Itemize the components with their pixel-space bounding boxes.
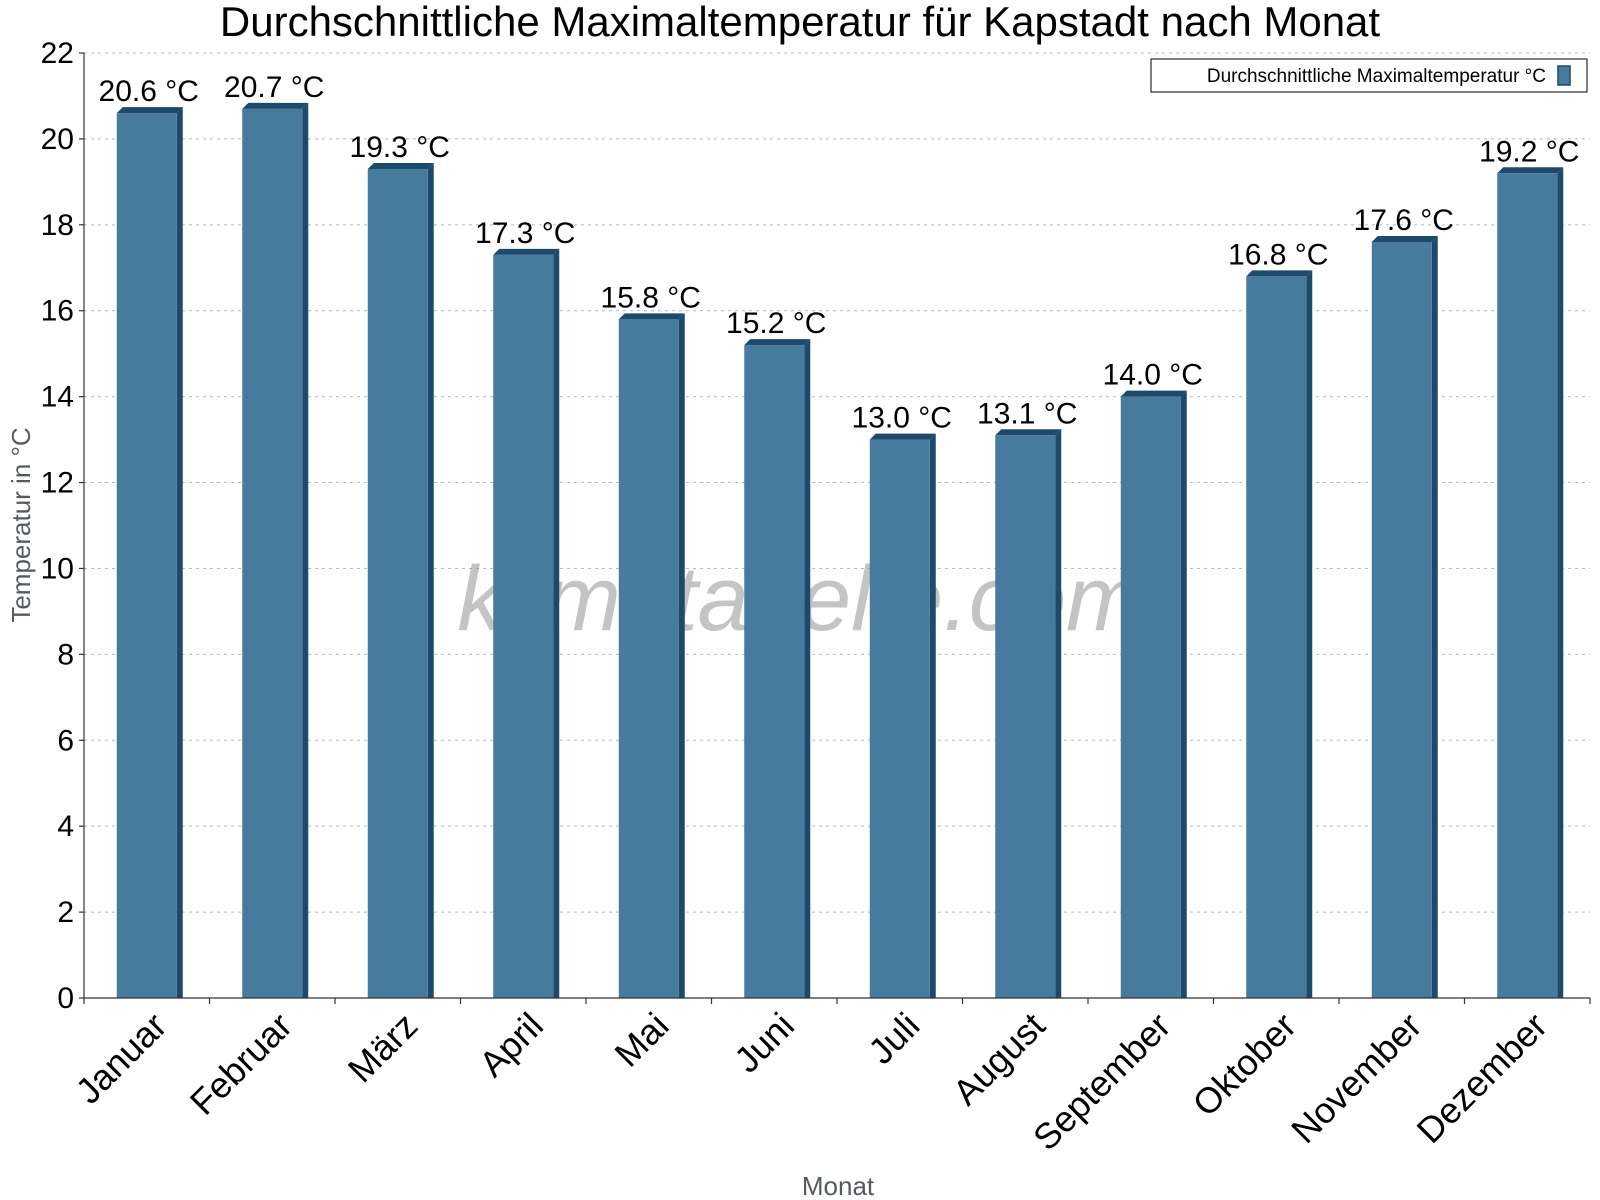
bar bbox=[1120, 396, 1181, 998]
y-tick-label: 18 bbox=[41, 209, 74, 242]
data-label: 19.2 °C bbox=[1479, 135, 1579, 168]
legend-swatch bbox=[1557, 65, 1571, 86]
y-axis-title: Temperatur in °C bbox=[6, 427, 36, 622]
bar-top bbox=[242, 102, 309, 109]
data-label: 16.8 °C bbox=[1228, 238, 1328, 271]
data-label: 19.3 °C bbox=[350, 131, 450, 164]
bar bbox=[1246, 276, 1307, 998]
x-tick-label: März bbox=[340, 1005, 426, 1091]
data-label: 13.0 °C bbox=[852, 402, 952, 435]
data-label: 15.8 °C bbox=[601, 281, 701, 314]
bar-top bbox=[493, 248, 560, 255]
y-tick-label: 10 bbox=[41, 552, 74, 585]
x-tick-label: Oktober bbox=[1184, 1005, 1304, 1125]
x-tick-label: August bbox=[945, 1005, 1053, 1113]
x-tick-labels: Januar Februar März April Mai Juni Juli AugustS… bbox=[68, 1005, 1555, 1159]
x-tick-label: September bbox=[1025, 1005, 1179, 1159]
bar bbox=[242, 108, 303, 998]
data-label: 20.6 °C bbox=[99, 75, 199, 108]
data-label: 17.3 °C bbox=[475, 217, 575, 250]
x-tick-label: Februar bbox=[182, 1005, 300, 1123]
bar-side bbox=[1557, 167, 1564, 999]
y-tick-label: 20 bbox=[41, 123, 74, 156]
bar bbox=[618, 319, 679, 998]
x-tick-label: November bbox=[1283, 1005, 1429, 1151]
bar-top bbox=[1497, 167, 1564, 174]
x-tick-label: Mai bbox=[606, 1005, 676, 1075]
bar-top bbox=[1371, 236, 1438, 242]
y-tick-label: 12 bbox=[41, 467, 74, 500]
data-label: 15.2 °C bbox=[726, 307, 826, 340]
y-tick-label: 0 bbox=[57, 982, 74, 1015]
x-axis-title: Monat bbox=[802, 1171, 875, 1200]
bar-top bbox=[116, 107, 183, 114]
data-label: 17.6 °C bbox=[1354, 204, 1454, 237]
bar-top bbox=[1120, 390, 1187, 397]
y-tick-label: 4 bbox=[57, 810, 74, 843]
bar-side bbox=[1180, 390, 1187, 998]
bars bbox=[116, 102, 1564, 999]
bar bbox=[744, 345, 805, 998]
bar bbox=[367, 168, 428, 998]
bar-top bbox=[367, 162, 434, 169]
x-tick-label: Dezember bbox=[1408, 1005, 1554, 1151]
bar-side bbox=[427, 162, 434, 998]
bar-top bbox=[995, 429, 1062, 436]
y-tick-label: 16 bbox=[41, 295, 74, 328]
bar bbox=[1371, 242, 1432, 998]
data-label: 13.1 °C bbox=[977, 397, 1077, 430]
bar bbox=[493, 254, 554, 999]
grid-lines bbox=[84, 52, 1590, 913]
bar bbox=[869, 439, 930, 998]
chart-title: Durchschnittliche Maximaltemperatur für … bbox=[220, 0, 1381, 45]
y-tick-label: 6 bbox=[57, 724, 74, 757]
bar-side bbox=[929, 433, 936, 998]
bar-side bbox=[1431, 236, 1438, 998]
y-tick-label: 8 bbox=[57, 638, 74, 671]
bar bbox=[1497, 173, 1558, 999]
bar bbox=[116, 113, 177, 999]
bar-side bbox=[553, 248, 560, 999]
y-tick-labels: 0 2 4 6 8 10 12 14 16 18 20 22 bbox=[41, 37, 84, 1015]
legend-label: Durchschnittliche Maximaltemperatur °C bbox=[1207, 66, 1546, 87]
x-tick-label: Juli bbox=[860, 1005, 927, 1072]
legend: Durchschnittliche Maximaltemperatur °C bbox=[1150, 58, 1588, 93]
bar-side bbox=[1306, 270, 1313, 998]
y-tick-label: 14 bbox=[41, 381, 74, 414]
legend-frame bbox=[1150, 58, 1588, 93]
bar-top bbox=[869, 433, 936, 440]
data-label: 20.7 °C bbox=[224, 71, 324, 104]
bar-side bbox=[302, 102, 309, 998]
x-tick-label: April bbox=[471, 1005, 551, 1085]
x-tick-label: Juni bbox=[726, 1005, 802, 1081]
x-tick-label: Januar bbox=[68, 1005, 175, 1112]
data-labels: 20.6 °C 20.7 °C 19.3 °C 17.3 °C 15.8 °C 15.2 … bbox=[99, 71, 1580, 435]
bar-side bbox=[804, 339, 811, 998]
bar-side bbox=[176, 107, 183, 999]
bar-side bbox=[678, 313, 685, 998]
bar-top bbox=[618, 313, 685, 320]
bar bbox=[995, 435, 1056, 999]
y-tick-label: 22 bbox=[41, 37, 74, 70]
y-tick-label: 2 bbox=[57, 896, 74, 929]
data-label: 14.0 °C bbox=[1103, 359, 1203, 392]
axes bbox=[83, 53, 1591, 1004]
bar-side bbox=[1055, 429, 1062, 999]
bar-top bbox=[1246, 270, 1313, 277]
bar-top bbox=[744, 339, 811, 346]
